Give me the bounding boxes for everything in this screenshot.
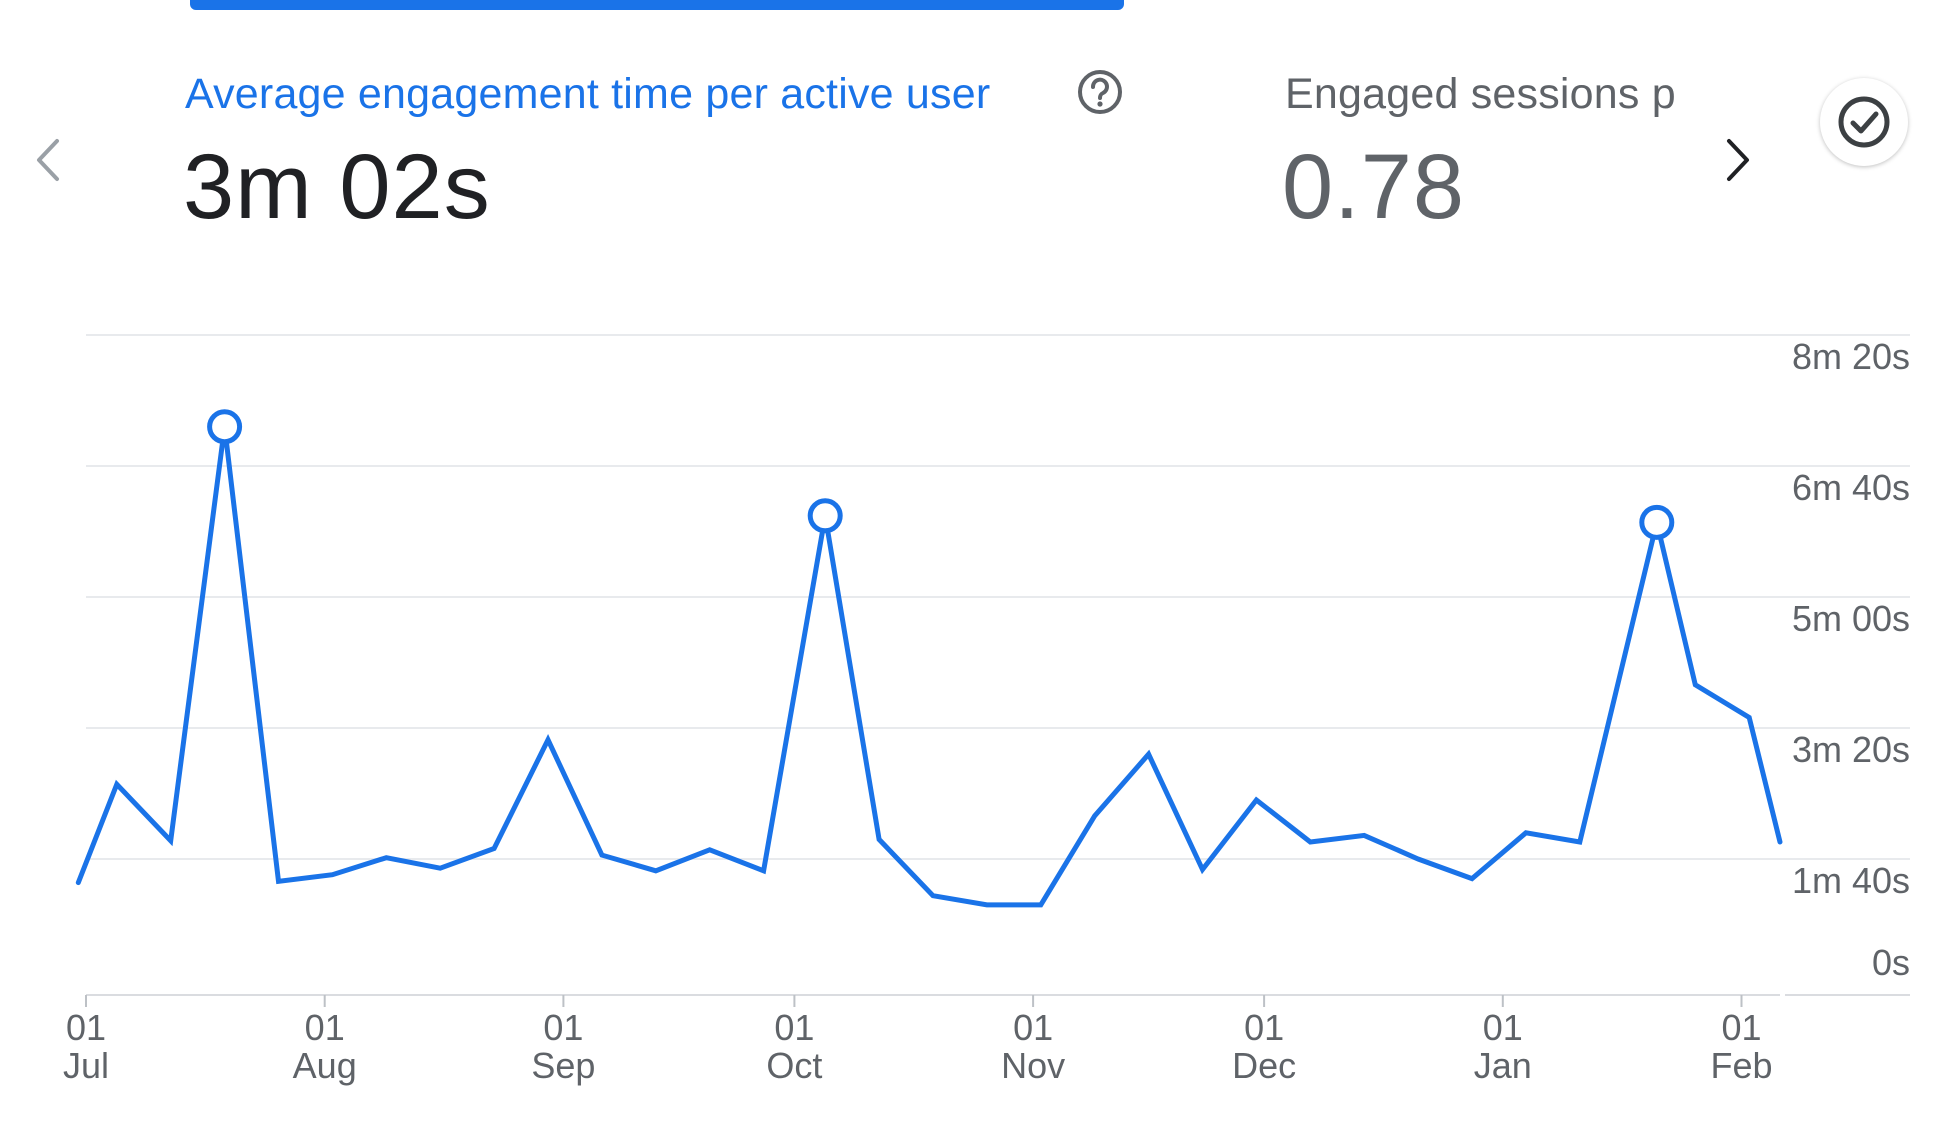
x-tick-label-month: Sep [531,1045,595,1086]
check-circle-button[interactable] [1820,78,1908,166]
x-tick-label-day: 01 [1483,1007,1523,1048]
chevron-right-icon [1727,139,1749,181]
x-tick-label-day: 01 [305,1007,345,1048]
x-tick-label-month: Jul [63,1045,109,1086]
x-tick-label-month: Oct [766,1045,822,1086]
x-tick-label-month: Jan [1474,1045,1532,1086]
y-tick-label: 8m 20s [1792,336,1910,377]
series-line [75,426,1783,908]
data-point-marker [1639,504,1675,540]
y-tick-label: 6m 40s [1792,467,1910,508]
metric-value-engaged-sessions: 0.78 [1282,136,1466,238]
x-tick-label-day: 01 [1013,1007,1053,1048]
x-tick-label-day: 01 [66,1007,106,1048]
next-metric-button[interactable] [1718,128,1758,192]
data-point-marker [207,409,243,445]
active-metric-indicator [190,0,1124,10]
x-tick-label-day: 01 [774,1007,814,1048]
metric-label-engaged-sessions[interactable]: Engaged sessions p [1285,70,1676,118]
check-circle-icon [1838,96,1890,148]
x-tick-label-day: 01 [1244,1007,1284,1048]
y-tick-label: 5m 00s [1792,598,1910,639]
y-tick-label: 1m 40s [1792,860,1910,901]
data-point-marker [807,498,843,534]
y-tick-label: 3m 20s [1792,729,1910,770]
chevron-left-icon [37,139,59,181]
y-tick-label: 0s [1872,942,1910,983]
help-circle-icon[interactable] [1076,68,1124,116]
metric-label-average-engagement[interactable]: Average engagement time per active user [185,70,991,118]
x-tick-label-month: Dec [1232,1045,1296,1086]
x-tick-label-month: Nov [1001,1045,1065,1086]
x-tick-label-day: 01 [543,1007,583,1048]
metric-value-average-engagement: 3m 02s [183,136,491,238]
x-tick-label-month: Aug [293,1045,357,1086]
previous-metric-button[interactable] [28,128,68,192]
x-tick-label-month: Feb [1710,1045,1772,1086]
x-tick-label-day: 01 [1721,1007,1761,1048]
